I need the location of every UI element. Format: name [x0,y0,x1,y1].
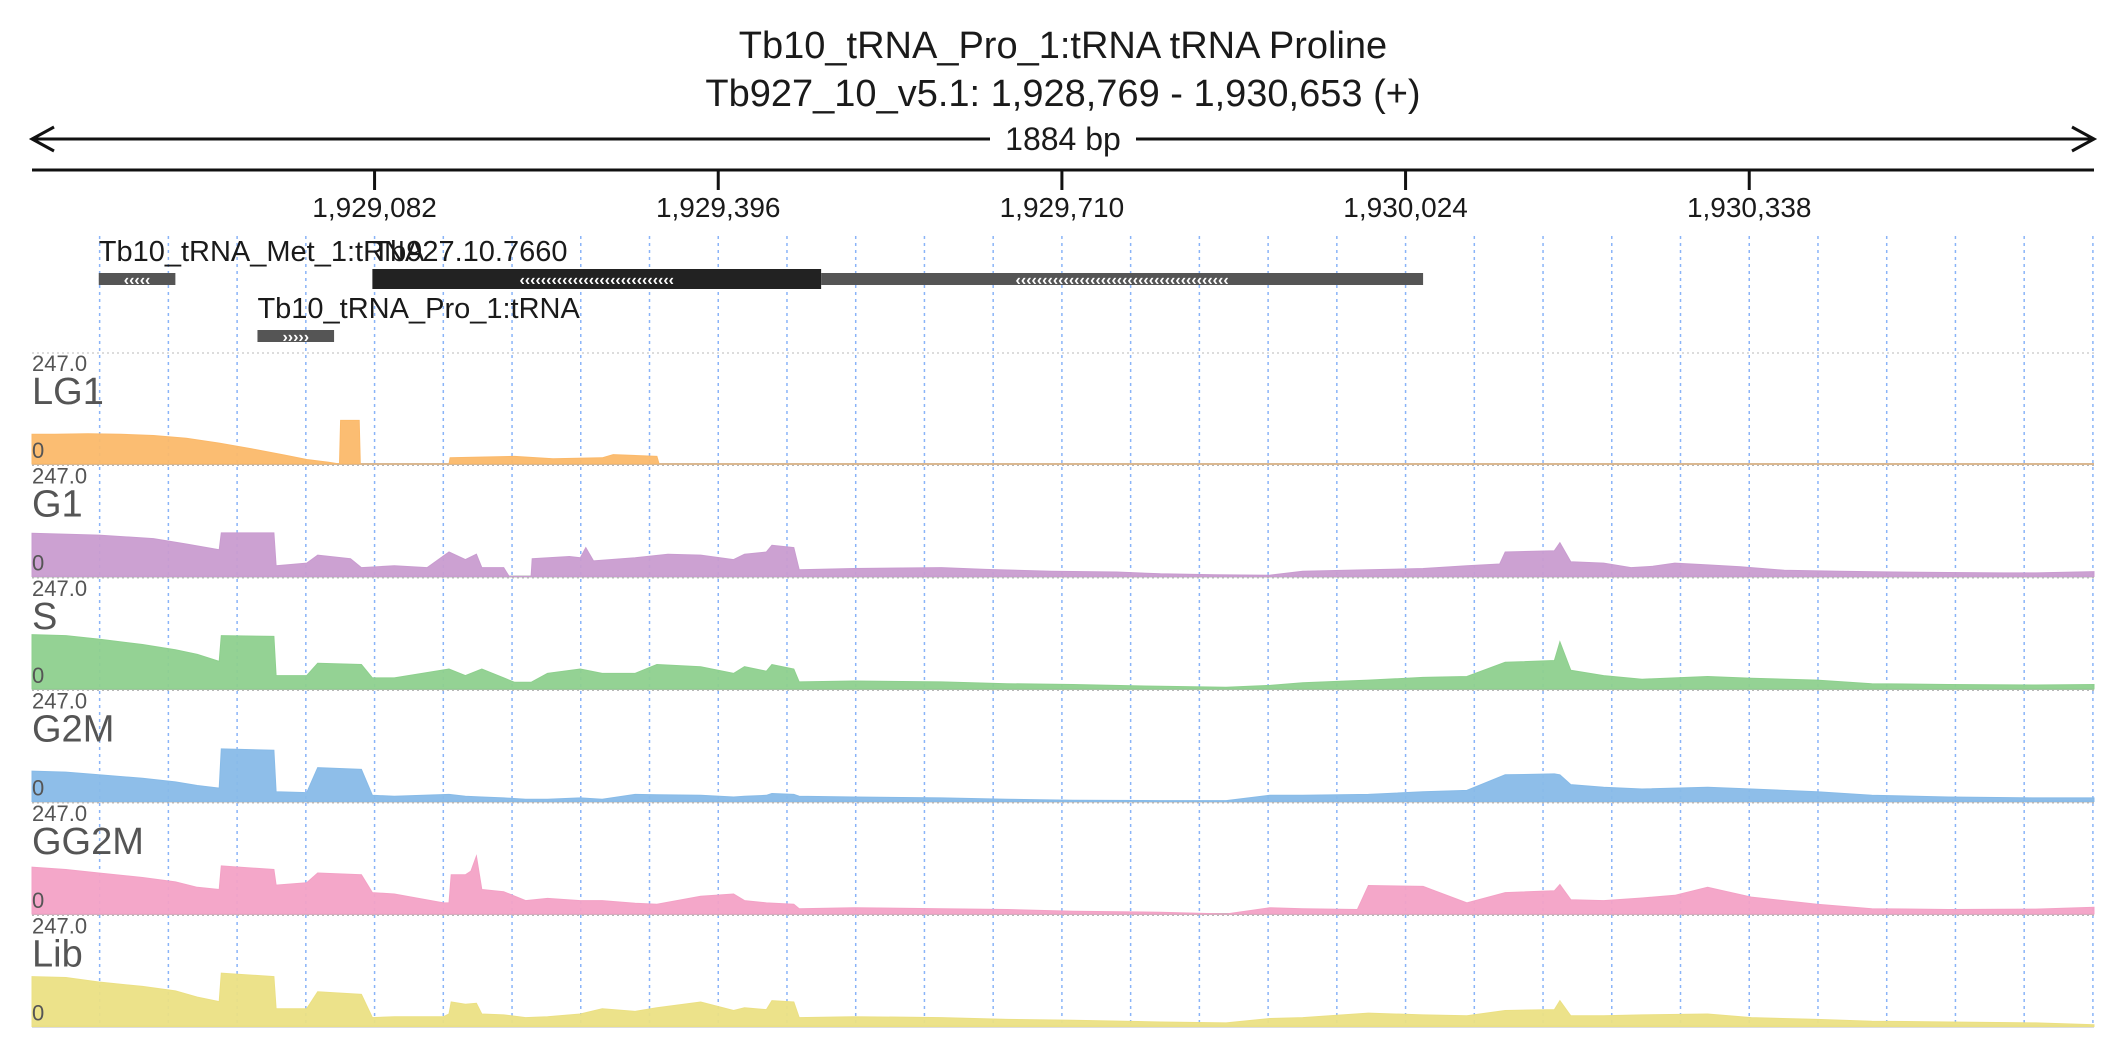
track-ymax-label: 247.0 [32,464,87,489]
feature-block [372,269,822,289]
span-arrow-right-icon [2071,125,2098,153]
track-name-label: Lib [32,934,83,976]
track-ymin-label: 0 [32,663,44,688]
feature-label: Tb927.10.7660 [372,236,567,268]
ruler-tick-label: 1,929,082 [312,192,437,223]
ruler-tick-label: 1,930,024 [1343,192,1468,223]
track-ymin-label: 0 [32,551,44,576]
strand-arrows-icon: ‹‹‹‹‹‹‹‹‹‹‹‹‹‹‹‹‹‹‹‹‹‹‹‹‹‹‹‹‹ [519,272,674,289]
track-ymin-label: 0 [32,776,44,801]
ruler-tick-label: 1,930,338 [1687,192,1812,223]
track-ymax-label: 247.0 [32,801,87,826]
track-ymin-label: 0 [32,1001,44,1026]
coverage-area-gg2m [31,854,2095,915]
feature-block [257,330,335,342]
track-ymax-label: 247.0 [32,689,87,714]
track-lib: 247.0 0 Lib [31,914,2095,1028]
track-ymax-label: 247.0 [32,914,87,939]
coverage-area-g1 [31,532,2095,577]
track-ymin-label: 0 [32,888,44,913]
coverage-area-s [31,634,2095,690]
coverage-area-lg1 [31,419,2094,465]
track-ymax-label: 247.0 [32,351,87,376]
track-name-label: G2M [32,709,114,751]
feature-label: Tb10_tRNA_Met_1:tRNA [99,236,425,268]
span-length-label: 1884 bp [1005,121,1121,157]
track-name-label: LG1 [32,371,104,413]
track-name-label: S [32,596,57,638]
ruler-tick-label: 1,929,396 [656,192,781,223]
track-ymax-label: 247.0 [32,576,87,601]
track-lg1: 247.0 0 LG1 [31,351,2094,465]
feature-track: ‹‹‹‹‹ Tb10_tRNA_Met_1:tRNA ‹‹‹‹‹‹‹‹‹‹‹‹‹‹‹… [98,236,1424,346]
coverage-area-g2m [31,748,2095,802]
ruler-tick-label: 1,929,710 [1000,192,1125,223]
track-name-label: GG2M [32,821,144,863]
coverage-area-lib [31,972,2095,1027]
track-name-label: G1 [32,484,83,526]
track-g1: 247.0 0 G1 [31,464,2095,578]
feature-label: Tb10_tRNA_Pro_1:tRNA [257,293,580,325]
ruler-ticks: 1,929,082 1,929,396 1,929,710 1,930,024 1,93… [312,170,1812,223]
span-arrow-left-icon [28,125,55,153]
track-ymin-label: 0 [32,438,44,463]
chart-subtitle-coordinates: Tb927_10_v5.1: 1,928,769 - 1,930,653 (+) [705,73,1420,115]
coverage-tracks: 247.00LG1247.00G1247.00S247.00G2M247.00G… [31,351,2095,1028]
feature-block [98,273,176,285]
track-s: 247.0 0 S [31,576,2095,690]
span-indicator: 1884 bp [28,121,2098,157]
strand-arrows-icon: ‹‹‹‹‹‹‹‹‹‹‹‹‹‹‹‹‹‹‹‹‹‹‹‹‹‹‹‹‹‹‹‹‹‹‹‹‹‹‹‹ [1016,272,1229,289]
chart-title: Tb10_tRNA_Pro_1:tRNA tRNA Proline [739,25,1387,67]
strand-arrows-icon: ››››› [282,329,309,346]
track-gg2m: 247.0 0 GG2M [31,801,2095,915]
feature-block [821,273,1424,285]
track-g2m: 247.0 0 G2M [31,689,2095,803]
strand-arrows-icon: ‹‹‹‹‹ [124,272,151,289]
